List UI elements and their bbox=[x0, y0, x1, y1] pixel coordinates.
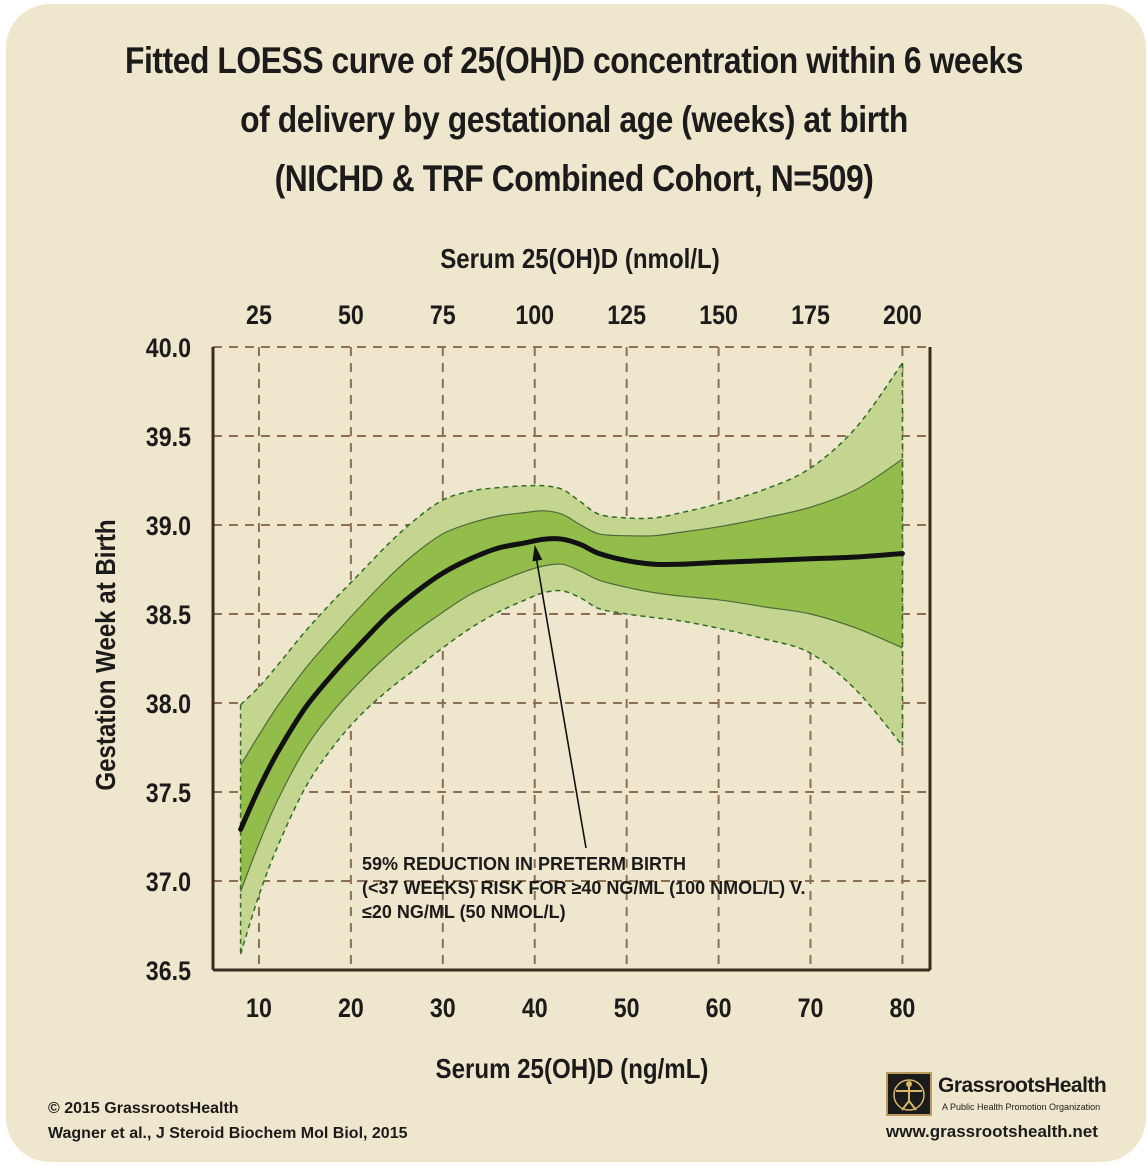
x2-tick-150: 150 bbox=[699, 300, 738, 330]
logo-name: GrassrootsHealth bbox=[938, 1074, 1107, 1097]
y-tick-40.0: 40.0 bbox=[146, 333, 191, 363]
x2-tick-75: 75 bbox=[430, 300, 456, 330]
x2-tick-175: 175 bbox=[791, 300, 830, 330]
annotation-line-1: 59% REDUCTION IN PRETERM BIRTH bbox=[362, 854, 686, 874]
x2-tick-50: 50 bbox=[338, 300, 364, 330]
y-tick-38.0: 38.0 bbox=[146, 689, 191, 719]
band-layer bbox=[238, 362, 905, 955]
y-tick-37.5: 37.5 bbox=[146, 778, 191, 808]
chart-title-line-1: Fitted LOESS curve of 25(OH)D concentrat… bbox=[124, 40, 1024, 81]
x-tick-50: 50 bbox=[614, 993, 640, 1023]
annotation-arrow-head bbox=[532, 544, 543, 562]
x-tick-80: 80 bbox=[890, 993, 916, 1023]
series-inner-band-upper bbox=[240, 458, 903, 766]
y-tick-38.5: 38.5 bbox=[146, 600, 191, 630]
x-tick-30: 30 bbox=[430, 993, 456, 1023]
y-tick-37.0: 37.0 bbox=[146, 867, 191, 897]
series-inner-band-lower bbox=[240, 563, 903, 892]
x-tick-60: 60 bbox=[706, 993, 732, 1023]
x-tick-20: 20 bbox=[338, 993, 364, 1023]
chart-title-line-3: (NICHD & TRF Combined Cohort, N=509) bbox=[274, 158, 874, 199]
citation-text: Wagner et al., J Steroid Biochem Mol Bio… bbox=[48, 1125, 408, 1142]
outer-confidence-band bbox=[240, 363, 903, 954]
annotation-line-3: ≤20 NG/ML (50 NMOL/L) bbox=[362, 902, 566, 922]
axis-layer bbox=[211, 347, 932, 972]
vitruvian-man-icon bbox=[886, 1072, 932, 1116]
annotation-arrow-line bbox=[533, 548, 587, 849]
y-tick-39.0: 39.0 bbox=[146, 511, 191, 541]
series-outer-band-upper bbox=[240, 362, 904, 706]
series-outer-band-lower bbox=[239, 589, 903, 955]
logo-tagline: A Public Health Promotion Organization bbox=[942, 1102, 1101, 1112]
grassrootshealth-logo: GrassrootsHealth A Public Health Promoti… bbox=[886, 1072, 1126, 1118]
annotation-line-2: (<37 WEEKS) RISK FOR ≥40 NG/ML (100 NMOL… bbox=[362, 878, 805, 898]
website-link[interactable]: www.grassrootshealth.net bbox=[886, 1122, 1098, 1141]
y-tick-39.5: 39.5 bbox=[146, 422, 191, 452]
x2-tick-125: 125 bbox=[607, 300, 646, 330]
x2-axis-title: Serum 25(OH)D (nmol/L) bbox=[440, 242, 720, 274]
x2-tick-25: 25 bbox=[246, 300, 272, 330]
annotation-layer: 59% REDUCTION IN PRETERM BIRTH (<37 WEEKS… bbox=[362, 544, 805, 922]
x2-tick-200: 200 bbox=[883, 300, 922, 330]
x-axis-title: Serum 25(OH)D (ng/mL) bbox=[436, 1052, 709, 1084]
y-axis-title: Gestation Week at Birth bbox=[89, 519, 121, 790]
y-tick-36.5: 36.5 bbox=[146, 956, 191, 986]
x-tick-70: 70 bbox=[798, 993, 824, 1023]
copyright-text: © 2015 GrassrootsHealth bbox=[48, 1100, 239, 1117]
loess-fit-line bbox=[238, 536, 905, 832]
tick-layer: 10 20 30 40 50 60 70 80 25 50 75 100 125 150 175 200 36.… bbox=[146, 300, 922, 1023]
x2-tick-100: 100 bbox=[515, 300, 554, 330]
inner-confidence-band bbox=[240, 459, 903, 892]
x-tick-10: 10 bbox=[246, 993, 272, 1023]
chart-title-line-2: of delivery by gestational age (weeks) a… bbox=[240, 99, 908, 140]
x-tick-40: 40 bbox=[522, 993, 548, 1023]
